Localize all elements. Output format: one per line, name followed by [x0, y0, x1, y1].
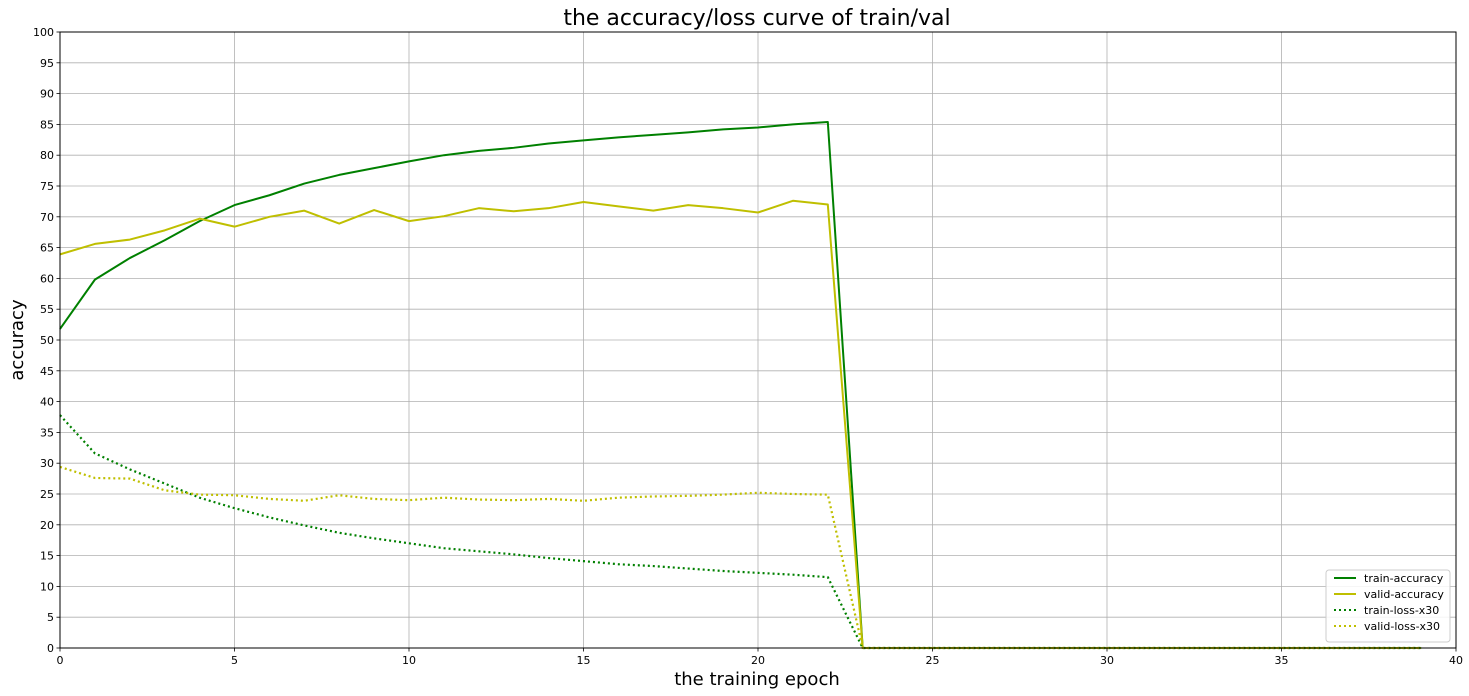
y-tick-label: 55 [40, 303, 54, 316]
y-tick-label: 5 [47, 611, 54, 624]
y-tick-label: 50 [40, 334, 54, 347]
x-tick-label: 40 [1449, 654, 1463, 667]
y-tick-label: 25 [40, 488, 54, 501]
y-tick-label: 90 [40, 88, 54, 101]
x-tick-label: 30 [1100, 654, 1114, 667]
grid [59, 31, 1457, 649]
y-tick-label: 0 [47, 642, 54, 655]
x-tick-label: 25 [926, 654, 940, 667]
legend-frame [1325, 569, 1451, 643]
x-tick-label: 5 [231, 654, 238, 667]
x-tick-label: 0 [57, 654, 64, 667]
legend-label-valid-loss-x30: valid-loss-x30 [1364, 620, 1440, 633]
y-tick-label: 80 [40, 149, 54, 162]
x-tick-label: 10 [402, 654, 416, 667]
y-axis-label: accuracy [7, 299, 28, 381]
y-tick-label: 65 [40, 242, 54, 255]
x-tick-label: 15 [577, 654, 591, 667]
ticks: 0510152025303540455055606570758085909510… [33, 26, 1463, 667]
y-tick-label: 40 [40, 396, 54, 409]
y-tick-label: 95 [40, 57, 54, 70]
y-tick-label: 30 [40, 457, 54, 470]
legend-label-train-accuracy: train-accuracy [1364, 572, 1444, 585]
y-tick-label: 20 [40, 519, 54, 532]
legend-label-valid-accuracy: valid-accuracy [1364, 588, 1444, 601]
x-tick-label: 20 [751, 654, 765, 667]
x-tick-label: 35 [1275, 654, 1289, 667]
y-tick-label: 35 [40, 426, 54, 439]
y-tick-label: 85 [40, 118, 54, 131]
y-tick-label: 75 [40, 180, 54, 193]
y-tick-label: 60 [40, 272, 54, 285]
legend: train-accuracy valid-accuracy train-loss-x… [1325, 569, 1451, 643]
x-axis-label: the training epoch [674, 669, 840, 690]
y-tick-label: 70 [40, 211, 54, 224]
y-tick-label: 100 [33, 26, 54, 39]
y-tick-label: 45 [40, 365, 54, 378]
chart-title: the accuracy/loss curve of train/val [563, 6, 950, 31]
legend-label-train-loss-x30: train-loss-x30 [1364, 604, 1439, 617]
y-tick-label: 15 [40, 550, 54, 563]
y-tick-label: 10 [40, 580, 54, 593]
